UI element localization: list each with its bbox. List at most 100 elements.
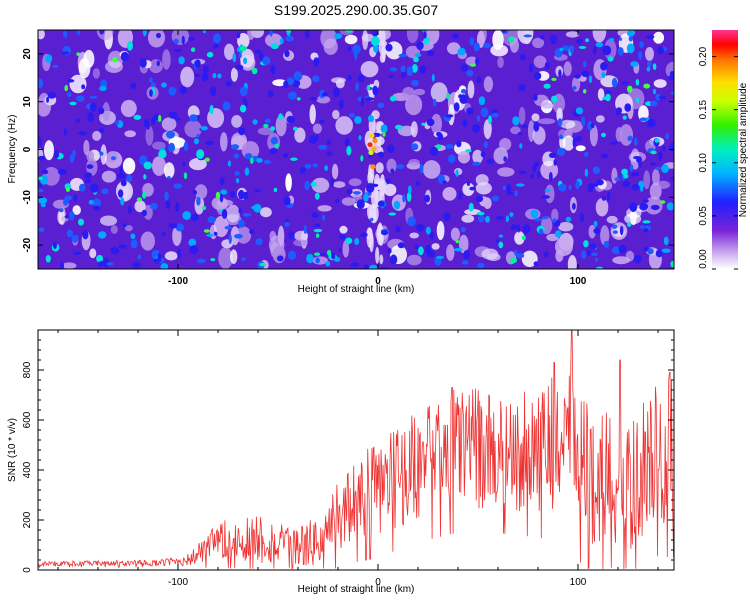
heatmap-mid-cell [242, 191, 249, 200]
heatmap-mid-cell [436, 255, 444, 259]
heatmap-mid-cell [160, 263, 169, 269]
heatmap-mid-cell [639, 202, 649, 211]
heatmap-low-cell [533, 55, 547, 69]
heatmap-low-cell [540, 160, 559, 180]
heatmap-mid-cell [627, 30, 635, 37]
heatmap-mid-cell [469, 37, 475, 46]
chart-title: S199.2025.290.00.35.G07 [274, 2, 438, 18]
snr-y-label: SNR (10 * v/v) [7, 418, 18, 482]
heatmap-low-cell [409, 232, 420, 239]
heatmap-mid-cell [306, 253, 314, 264]
heatmap-low-cell [402, 86, 415, 100]
heatmap-low-cell [335, 78, 345, 89]
heatmap-mid-cell [639, 117, 647, 122]
heatmap-mid-cell [305, 30, 310, 39]
heatmap-mid-cell [389, 67, 398, 72]
heatmap-mid-cell [658, 151, 663, 161]
heatmap-low-cell [317, 205, 332, 212]
heatmap-mid-cell [447, 154, 456, 163]
heatmap-mid-cell [322, 214, 326, 221]
heatmap-mid-cell [596, 179, 604, 186]
heatmap-mid-cell [267, 90, 274, 97]
heatmap-high-cell [202, 206, 207, 210]
heatmap-mid-cell [592, 46, 597, 55]
heatmap-mid-cell [647, 118, 656, 128]
heatmap-mid-cell [580, 212, 584, 223]
heatmap-low-cell [558, 221, 574, 232]
colorbar-tick-label: 0.05 [698, 206, 709, 226]
colorbar: 0.00 0.05 0.10 0.15 0.20 Normalized spectral… [698, 30, 749, 270]
heatmap-mid-cell [230, 144, 240, 150]
heatmap-mid-cell [576, 38, 583, 45]
heatmap-mid-cell [638, 160, 642, 168]
heatmap-mid-cell [149, 77, 153, 83]
heatmap-mid-cell [141, 209, 147, 217]
heatmap-mid-cell [617, 47, 624, 56]
heatmap-mid-cell [282, 153, 289, 158]
heatmap-mid-cell [348, 113, 355, 118]
heatmap-mid-cell [209, 104, 214, 115]
heatmap-low-cell [376, 136, 385, 146]
heatmap-mid-cell [616, 107, 622, 114]
heatmap-mid-cell [605, 90, 612, 95]
heatmap-low-cell [309, 104, 316, 125]
heatmap-mid-cell [558, 183, 567, 192]
heatmap-mid-cell [437, 133, 444, 141]
heatmap-low-cell [406, 254, 422, 266]
heatmap-mid-cell [516, 253, 525, 259]
heatmap-low-cell [461, 214, 475, 223]
heatmap-mid-cell [389, 95, 397, 102]
heatmap-high-cell [259, 262, 267, 267]
heatmap-mid-cell [377, 102, 385, 109]
heatmap-mid-cell [574, 135, 583, 142]
heatmap-low-cell [565, 31, 580, 38]
heatmap-mid-cell [590, 123, 595, 129]
heatmap-low-cell [446, 244, 455, 261]
heatmap-mid-cell [92, 198, 101, 208]
heatmap-mid-cell [153, 113, 159, 121]
heatmap-mid-cell [360, 97, 364, 107]
heatmap-mid-cell [84, 172, 93, 179]
heatmap-mid-cell [669, 142, 674, 152]
heatmap-mid-cell [569, 45, 575, 54]
heatmap-mid-cell [510, 224, 518, 231]
heatmap-mid-cell [538, 228, 544, 235]
snr-panel [37, 329, 675, 571]
heatmap-mid-cell [168, 111, 178, 119]
heatmap-low-cell [333, 181, 346, 188]
heatmap-mid-cell [642, 199, 649, 203]
heatmap-mid-cell [237, 192, 242, 196]
heatmap-mid-cell [249, 229, 255, 235]
snr-y-tick-label: 200 [22, 511, 33, 528]
heatmap-mid-cell [120, 179, 127, 187]
heatmap-low-cell [367, 170, 374, 186]
heatmap-x-ticks: -100 0 100 [168, 30, 587, 287]
heatmap-mid-cell [444, 114, 454, 118]
heatmap-mid-cell [421, 122, 425, 126]
heatmap-mid-cell [480, 151, 486, 158]
heatmap-mid-cell [287, 250, 297, 260]
heatmap-mid-cell [543, 83, 551, 89]
heatmap-low-cell [38, 30, 45, 40]
heatmap-mid-cell [659, 95, 667, 100]
heatmap-low-cell [588, 224, 596, 239]
heatmap-mid-cell [402, 194, 406, 203]
heatmap-mid-cell [356, 199, 365, 210]
heatmap-mid-cell [264, 118, 271, 124]
heatmap-mid-cell [81, 84, 86, 90]
heatmap-low-cell [89, 248, 97, 259]
heatmap-mid-cell [642, 220, 651, 224]
heatmap-high-cell [455, 240, 460, 244]
heatmap-mid-cell [244, 167, 250, 176]
heatmap-mid-cell [367, 115, 375, 122]
heatmap-low-cell [120, 99, 137, 118]
heatmap-mid-cell [541, 216, 549, 220]
heatmap-mid-cell [397, 242, 405, 249]
heatmap-low-cell [653, 31, 665, 44]
heatmap-mid-cell [181, 35, 185, 45]
heatmap-mid-cell [445, 144, 454, 149]
colorbar-tick-label: 0.15 [698, 99, 709, 119]
heatmap-high-cell [315, 233, 320, 238]
heatmap-mid-cell [462, 119, 468, 127]
heatmap-peak-cell [370, 164, 376, 170]
